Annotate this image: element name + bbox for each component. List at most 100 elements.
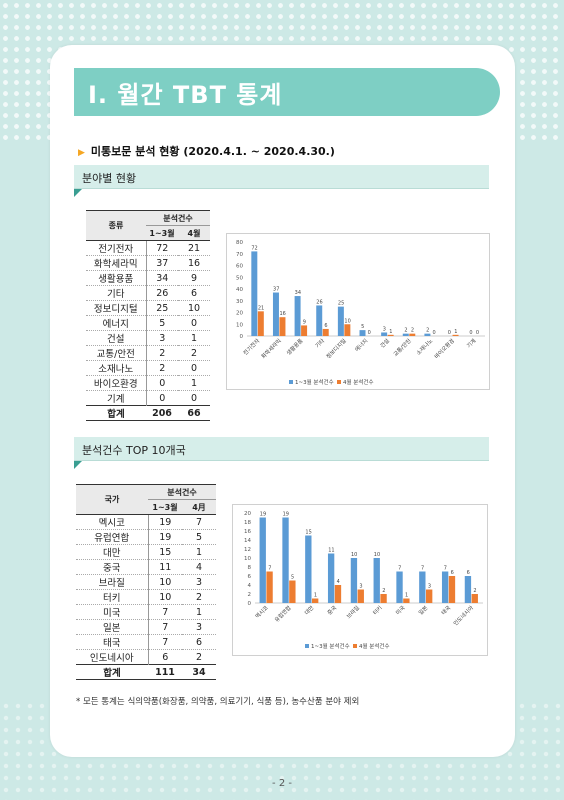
data-label: 4 [337, 579, 340, 585]
legend-entry: 4월 분석건수 [343, 378, 374, 386]
data-label: 9 [303, 319, 306, 325]
field-table-row: 소재나노 2 0 [86, 360, 210, 376]
legend-swatch [289, 380, 293, 384]
y-tick-label: 60 [236, 264, 243, 270]
bar-apr [403, 598, 410, 603]
x-tick-label: 생활용품 [285, 337, 305, 357]
field-table-row: 생활용품 34 9 [86, 270, 210, 286]
data-label: 7 [268, 566, 271, 572]
data-label: 6 [451, 570, 454, 576]
country-cell-b: 5 [182, 529, 216, 545]
field-table-row: 화학세라믹 37 16 [86, 255, 210, 271]
data-label: 11 [328, 548, 334, 554]
data-label: 19 [283, 512, 289, 518]
y-tick-label: 30 [236, 299, 243, 305]
x-tick-label: 전기전자 [241, 337, 261, 357]
bar-q1 [316, 305, 323, 336]
data-label: 2 [404, 328, 407, 334]
field-table-col-b: 4월 [178, 225, 210, 241]
country-table-row: 일본 7 3 [76, 619, 216, 635]
country-table-col-b: 4月 [182, 499, 216, 515]
country-cell-a: 19 [148, 514, 182, 530]
country-cell-b: 3 [182, 574, 216, 590]
field-cell-a: 2 [146, 345, 178, 361]
y-tick-label: 80 [236, 240, 243, 246]
bar-q1 [350, 558, 358, 603]
legend-swatch [305, 644, 309, 648]
y-tick-label: 70 [236, 252, 243, 258]
bar-q1 [327, 553, 335, 603]
country-table-col-group: 분석건수 [148, 484, 216, 500]
y-tick-label: 20 [244, 511, 251, 517]
data-label: 1 [454, 329, 457, 335]
field-table-row: 교통/안전 2 2 [86, 345, 210, 361]
country-cell-b: 2 [182, 649, 216, 665]
bar-q1 [441, 571, 449, 603]
bar-apr [387, 334, 394, 336]
section-country-header: 분석건수 TOP 10개국 [74, 437, 489, 461]
field-table-row: 기타 26 6 [86, 285, 210, 301]
bar-apr [426, 589, 433, 603]
section-field-header: 분야별 현황 [74, 165, 489, 189]
bar-q1 [373, 558, 380, 603]
x-tick-label: 태국 [439, 604, 452, 617]
field-table-row: 건설 3 1 [86, 330, 210, 346]
bar-q1 [337, 306, 344, 336]
legend-entry: 1~3월 분석건수 [311, 642, 350, 650]
y-tick-label: 10 [236, 322, 243, 328]
field-cell-name: 화학세라믹 [86, 255, 147, 271]
sub-heading-text: 미통보문 분석 현황 [90, 145, 180, 158]
sub-heading: ▶ 미통보문 분석 현황 (2020.4.1. ~ 2020.4.30.) [78, 143, 335, 159]
bar-apr [357, 589, 364, 603]
x-tick-label: 에너지 [353, 337, 369, 353]
data-label: 0 [476, 330, 479, 336]
bar-apr [409, 333, 416, 336]
country-cell-b: 1 [182, 544, 216, 560]
country-cell-a: 10 [148, 574, 182, 590]
field-cell-b: 0 [178, 360, 210, 376]
data-label: 1 [405, 593, 408, 599]
country-cell-b: 1 [182, 604, 216, 620]
field-cell-a: 0 [146, 375, 178, 391]
x-tick-label: 화학세라믹 [259, 337, 283, 361]
country-table: 국가 분석건수 1~3월 4月 멕시코 19 7 유럽연합 19 5 대만 15 1 중국 11 4 브… [76, 484, 216, 680]
data-label: 7 [421, 566, 424, 572]
bar-q1 [259, 517, 266, 603]
data-label: 6 [324, 323, 327, 329]
bar-q1 [419, 571, 426, 603]
data-label: 25 [338, 301, 344, 307]
field-table-row: 정보디지털 25 10 [86, 300, 210, 316]
bar-q1 [305, 535, 312, 603]
country-chart: 0 2 4 6 8 10 12 14 16 18 20 19 7 멕시코 19 5 유럽연합 15 1 대만 11 4 중국… [232, 504, 488, 656]
field-cell-b: 1 [178, 375, 210, 391]
bar-q1 [381, 332, 388, 336]
bar-q1 [282, 517, 289, 603]
country-table-row: 태국 7 6 [76, 634, 216, 650]
x-tick-label: 유럽연합 [273, 604, 293, 624]
country-table-total-row: 합계 111 34 [76, 664, 216, 680]
field-cell-name: 기계 [86, 390, 147, 406]
country-cell-b: 6 [182, 634, 216, 650]
field-cell-name: 바이오환경 [86, 375, 147, 391]
field-total-label: 합계 [86, 405, 146, 421]
data-label: 5 [361, 324, 364, 330]
country-cell-b: 2 [182, 589, 216, 605]
field-cell-name: 교통/안전 [86, 345, 147, 361]
bar-q1 [251, 251, 258, 336]
field-cell-b: 10 [178, 300, 210, 316]
field-cell-a: 72 [146, 240, 178, 256]
field-total-a: 206 [146, 405, 178, 421]
data-label: 10 [374, 552, 380, 558]
bar-q1 [402, 333, 409, 336]
data-label: 10 [344, 318, 350, 324]
y-tick-label: 14 [244, 538, 251, 544]
data-label: 19 [260, 512, 266, 518]
y-tick-label: 20 [236, 311, 243, 317]
y-tick-label: 0 [248, 601, 252, 607]
x-tick-label: 터키 [371, 604, 384, 617]
x-tick-label: 브라질 [345, 604, 361, 620]
bar-apr [380, 594, 387, 603]
country-cell-a: 15 [148, 544, 182, 560]
field-cell-name: 에너지 [86, 315, 147, 331]
field-table: 종류 분석건수 1~3월 4월 전기전자 72 21 화학세라믹 37 16 생활용품 34 9… [86, 210, 210, 421]
